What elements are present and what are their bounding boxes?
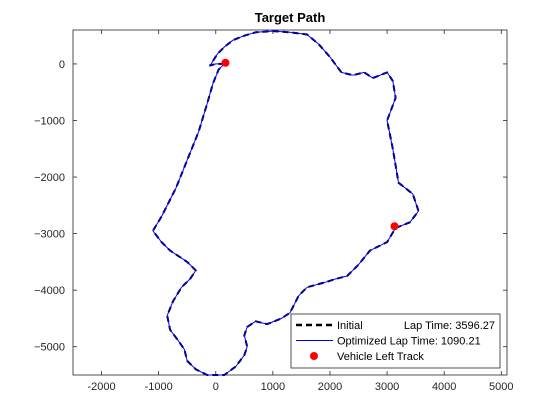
y-tick-label: −1000 <box>34 115 65 127</box>
x-tick-label: 1000 <box>261 381 285 393</box>
y-tick-label: −5000 <box>34 342 65 354</box>
y-tick-label: 0 <box>59 59 65 71</box>
chart-title: Target Path <box>255 10 326 25</box>
legend-label: Initial <box>337 320 363 332</box>
legend-lap-time: Lap Time: 3596.27 <box>404 320 495 332</box>
legend-swatch-marker <box>310 352 318 360</box>
x-tick-label: 5000 <box>489 381 513 393</box>
vehicle-left-track-marker <box>391 222 399 230</box>
legend-label: Vehicle Left Track <box>337 351 424 363</box>
y-tick-label: −3000 <box>34 229 65 241</box>
vehicle-left-track-marker <box>221 59 229 67</box>
x-tick-label: 0 <box>213 381 219 393</box>
x-tick-label: -1000 <box>145 381 173 393</box>
legend: Initial Lap Time: 3596.27 Optimized Lap Ti… <box>291 314 500 368</box>
legend-label: Optimized Lap Time: 1090.21 <box>337 336 481 348</box>
y-tick-label: −2000 <box>34 172 65 184</box>
x-tick-label: 3000 <box>375 381 399 393</box>
x-tick-label: -2000 <box>87 381 115 393</box>
x-tick-label: 4000 <box>432 381 456 393</box>
y-tick-label: −4000 <box>34 285 65 297</box>
x-tick-label: 2000 <box>318 381 342 393</box>
